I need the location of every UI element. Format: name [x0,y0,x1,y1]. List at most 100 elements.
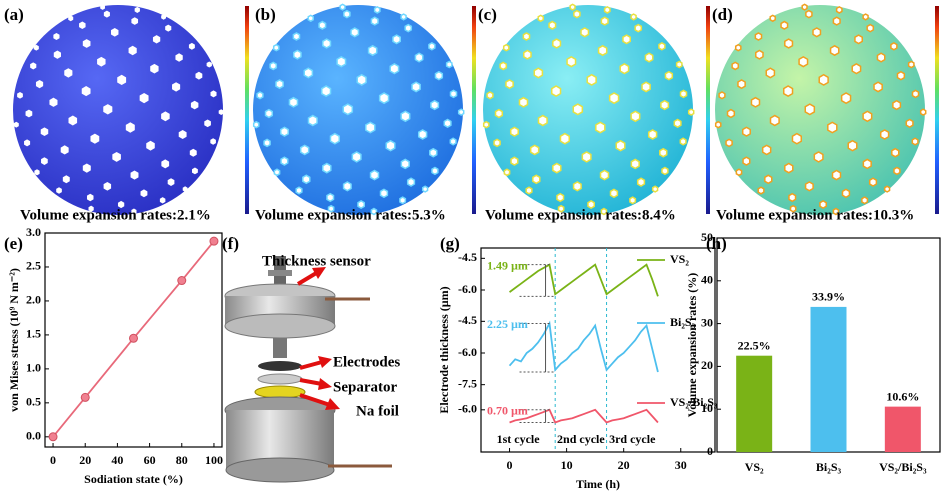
hole [818,73,829,86]
hole [529,144,540,156]
hole [49,97,58,107]
hole [112,151,121,162]
hole [876,52,886,63]
hole [754,32,763,41]
y-tick-label: 30 [701,315,713,329]
y-tick-label: 50 [701,230,713,244]
hole [755,49,764,60]
hole [661,166,669,176]
hole [600,16,609,26]
hole [523,49,532,60]
hole [293,49,302,60]
hole [125,122,135,133]
hole [79,21,86,30]
hole [883,185,891,193]
bar [810,306,847,452]
hole [847,139,858,152]
caption: Volume expansion rates:5.3% [255,207,446,223]
hole [486,91,494,100]
y-tick-label: 2.5 [26,259,41,273]
value-label: 10.6% [886,389,919,403]
hole [600,207,608,216]
hole [134,6,140,13]
y-tick-label: -6.0 [458,345,477,359]
hole [64,68,73,78]
hole [586,73,597,86]
hole [81,86,91,97]
hole [404,23,413,33]
y-tick-label: 3.0 [26,225,41,239]
hole [457,108,465,116]
hole [365,121,376,134]
hole [890,42,898,51]
hole [552,162,562,174]
hole [82,39,91,48]
hole [367,44,378,57]
legend-label: Bi₂S₃ [670,315,696,329]
x-tick-label: Bi₂S₃ [816,460,842,474]
hole [636,177,646,187]
hole [537,114,548,127]
hole [784,38,794,49]
hole [599,169,610,181]
hole [482,120,490,129]
hole [292,32,301,41]
hole [399,196,407,205]
hole [780,20,789,30]
marker [177,276,187,286]
hole [651,185,659,193]
hole [552,38,562,49]
hole [819,200,827,209]
x-tick-label: 0 [507,458,513,472]
hole [256,91,264,100]
hole [30,62,37,70]
hole [892,99,902,111]
hole [840,92,852,105]
hole [327,204,335,213]
hole [161,111,170,122]
hole [370,16,379,26]
y-axis-label: Electrode thickness (µm) [437,286,451,413]
hole [630,158,640,170]
x-tick-label: 10 [561,458,573,472]
hole [726,108,736,119]
y-axis-label: von Mises stress (10⁹ N m⁻²) [7,268,21,412]
hole [518,96,529,108]
caption: Volume expansion rates:10.3% [716,207,914,223]
marker [80,392,90,402]
line [508,320,659,373]
hole [911,89,920,99]
hole [25,109,33,118]
hole [664,70,674,81]
hole [499,61,508,71]
axes-frame [44,232,223,448]
hole [41,157,48,165]
hole [827,121,838,134]
colorbar [935,6,939,214]
hole [714,120,722,129]
hole [854,34,863,45]
marker [48,432,58,442]
hole [206,61,212,68]
hole [673,118,682,128]
hole [53,32,60,41]
hole [40,127,49,137]
x-tick-label: 20 [79,453,91,467]
hole [784,162,794,174]
hole [509,126,519,137]
line [509,408,659,424]
hole [548,20,557,30]
hole [378,92,390,105]
hole [111,27,119,37]
hole [851,63,862,75]
panel-label: (d) [712,5,733,24]
hole [320,85,332,98]
hole [907,60,915,69]
hole [379,188,389,199]
hole [557,204,565,213]
hole [741,126,751,137]
hole [494,108,504,119]
hole [522,32,531,41]
y-tick-label: -4.5 [458,250,477,264]
hole [53,50,61,59]
